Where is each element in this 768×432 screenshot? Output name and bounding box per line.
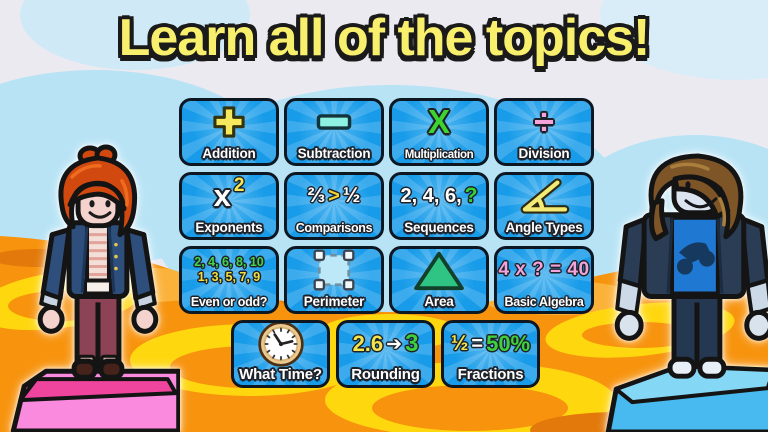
equals-sign: =	[471, 332, 484, 355]
tile-even-or-odd[interactable]: 2, 4, 6, 8, 10 1, 3, 5, 7, 9 Even or odd…	[179, 246, 279, 314]
exponent-base: x	[213, 178, 231, 213]
red-hair	[58, 144, 138, 238]
tile-area[interactable]: Area	[389, 246, 489, 314]
tile-label: Division	[518, 146, 570, 161]
plus-icon	[182, 101, 276, 143]
tile-comparisons[interactable]: ⅔ > ½ Comparisons	[284, 172, 384, 240]
tile-label: Addition	[202, 146, 256, 161]
even-odd-numbers-icon: 2, 4, 6, 8, 10 1, 3, 5, 7, 9	[182, 249, 276, 291]
tile-division[interactable]: ÷ Division	[494, 98, 594, 166]
motorcycle-graphic	[677, 242, 715, 275]
comparison-icon: ⅔ > ½	[287, 175, 381, 217]
multiply-icon: X	[427, 103, 450, 140]
exponent-power: 2	[233, 175, 245, 196]
tile-label: Rounding	[351, 366, 420, 383]
avatar-face	[685, 181, 691, 189]
even-numbers: 2, 4, 6, 8, 10	[194, 255, 264, 269]
odd-numbers: 1, 3, 5, 7, 9	[197, 270, 261, 284]
tile-addition[interactable]: Addition	[179, 98, 279, 166]
rounding-icon: 2.6 ➔ 3	[339, 323, 432, 365]
tile-label: Comparisons	[295, 221, 373, 235]
clock-icon	[234, 323, 327, 367]
avatar-face	[89, 200, 111, 208]
tile-angle-types[interactable]: Angle Types	[494, 172, 594, 240]
arrow-right-icon: ➔	[386, 333, 403, 355]
tile-label: Multiplication	[404, 149, 474, 161]
selection-square-icon	[287, 249, 381, 291]
tile-label: Even or odd?	[190, 295, 268, 309]
tile-label: Sequences	[404, 220, 474, 235]
fraction-left: ⅔	[307, 184, 326, 207]
tile-fractions[interactable]: ½ = 50% Fractions	[441, 320, 540, 388]
tile-label: Perimeter	[303, 294, 365, 309]
tile-label: Basic Algebra	[504, 295, 584, 309]
divide-icon: ÷	[534, 101, 554, 142]
red-haired-avatar	[10, 144, 180, 432]
tile-label: What Time?	[239, 366, 322, 383]
tile-what-time[interactable]: What Time?	[231, 320, 330, 388]
rounded-number: 3	[405, 330, 419, 357]
tile-sequences[interactable]: 2, 4, 6, ? Sequences	[389, 172, 489, 240]
greater-than-sign: >	[328, 184, 340, 207]
tile-multiplication[interactable]: X Multiplication	[389, 98, 489, 166]
tile-label: Exponents	[195, 220, 263, 235]
fraction-icon: ½ = 50%	[444, 323, 537, 365]
question-mark: ?	[464, 184, 478, 207]
sequence-numbers: 2, 4, 6,	[400, 184, 462, 207]
fraction-value: ½	[450, 332, 469, 355]
tile-label: Fractions	[457, 366, 524, 383]
topic-grid: Addition Subtraction X Multiplication ÷ …	[179, 98, 594, 314]
tile-rounding[interactable]: 2.6 ➔ 3 Rounding	[336, 320, 435, 388]
bacon-hair-avatar	[605, 153, 768, 432]
angle-icon	[497, 175, 591, 217]
sequence-icon: 2, 4, 6, ?	[392, 175, 486, 217]
minus-icon	[287, 101, 381, 143]
tile-basic-algebra[interactable]: 4 x ? = 40 Basic Algebra	[494, 246, 594, 314]
decimal-number: 2.6	[352, 331, 384, 356]
equation-icon: 4 x ? = 40	[498, 259, 590, 280]
topic-grid-bottom-row: What Time? 2.6 ➔ 3 Rounding ½ = 50% Frac…	[231, 320, 540, 388]
fraction-right: ½	[342, 184, 361, 207]
percent-value: 50%	[486, 331, 531, 356]
tile-label: Area	[424, 294, 454, 309]
tile-perimeter[interactable]: Perimeter	[284, 246, 384, 314]
page-title: Learn all of the topics!	[118, 9, 651, 67]
tile-label: Subtraction	[297, 146, 371, 161]
triangle-icon	[392, 249, 486, 291]
tile-label: Angle Types	[505, 220, 583, 235]
tile-subtraction[interactable]: Subtraction	[284, 98, 384, 166]
